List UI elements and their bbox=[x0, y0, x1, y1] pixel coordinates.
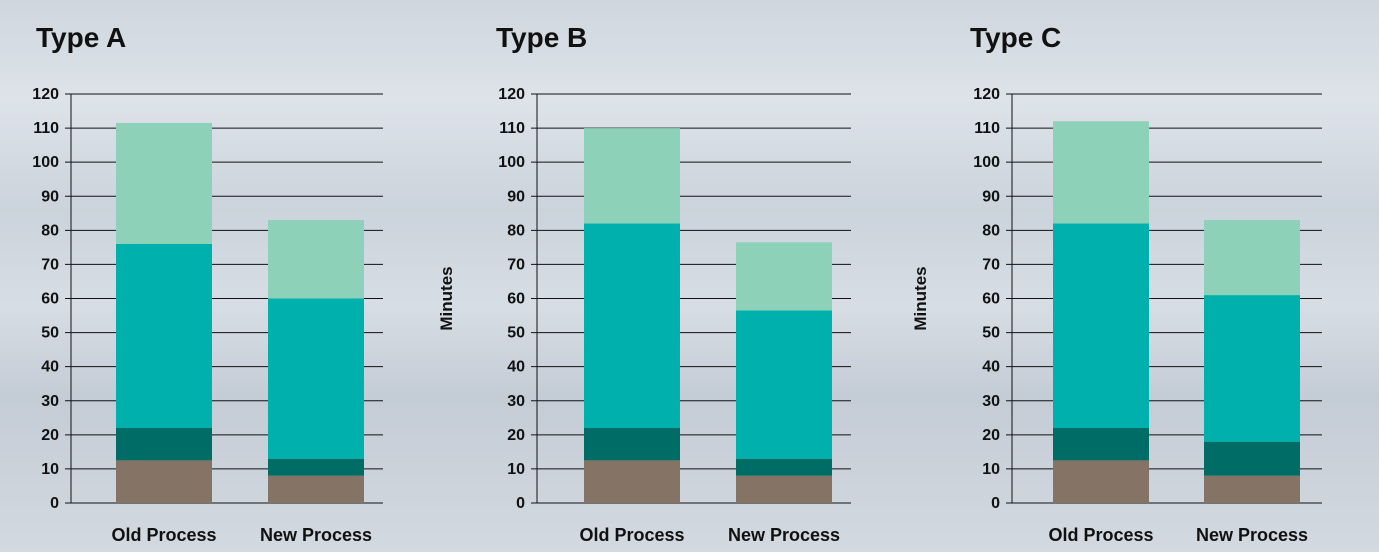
y-tick-label: 80 bbox=[982, 222, 1000, 239]
x-category-label: New Process bbox=[1196, 525, 1308, 545]
chart-type-b: 0 10 20 30 40 50 60 70 80 90 100 110 120 Old Process N… bbox=[437, 86, 851, 545]
y-tick-label: 100 bbox=[498, 154, 525, 171]
bar-segment bbox=[736, 310, 832, 459]
y-tick-label: 90 bbox=[41, 188, 59, 205]
y-tick-label: 30 bbox=[507, 393, 525, 410]
bar-segment bbox=[736, 242, 832, 311]
bar-segment bbox=[584, 223, 680, 429]
y-tick-label: 20 bbox=[41, 427, 59, 444]
y-tick-label: 110 bbox=[974, 120, 1000, 137]
y-tick-label: 10 bbox=[982, 461, 1000, 478]
x-category-label: Old Process bbox=[579, 525, 684, 545]
bar-segment bbox=[1053, 460, 1149, 503]
y-tick-label: 0 bbox=[50, 495, 59, 512]
chart-title: Type A bbox=[36, 22, 127, 53]
chart-title: Type B bbox=[496, 22, 588, 53]
y-tick-label: 40 bbox=[41, 359, 59, 376]
bar-segment bbox=[116, 460, 212, 503]
y-tick-label: 10 bbox=[41, 461, 59, 478]
bar-segment bbox=[1204, 295, 1300, 442]
y-tick-label: 120 bbox=[32, 86, 59, 103]
y-tick-label: 70 bbox=[982, 256, 1000, 273]
chart-panel-type-c: Type C 0 10 20 30 40 50 60 70 80 90 100 110 120 Old P… bbox=[911, 0, 1379, 552]
bar-segment bbox=[1053, 223, 1149, 429]
y-tick-label: 40 bbox=[982, 359, 1000, 376]
y-tick-label: 70 bbox=[41, 256, 59, 273]
y-tick-label: 50 bbox=[507, 325, 525, 342]
y-tick-label: 0 bbox=[991, 495, 1000, 512]
bar-segment bbox=[116, 122, 212, 244]
y-tick-label: 90 bbox=[982, 188, 1000, 205]
bar-segment bbox=[1053, 121, 1149, 224]
bar-segment bbox=[268, 475, 364, 503]
chart-type-c: 0 10 20 30 40 50 60 70 80 90 100 110 120 Old Process N… bbox=[911, 86, 1322, 545]
bar-segment bbox=[584, 428, 680, 461]
y-tick-label: 30 bbox=[982, 393, 1000, 410]
bar-segment bbox=[1053, 428, 1149, 461]
y-tick-label: 120 bbox=[498, 86, 525, 103]
chart-panel-type-b: Type B 0 10 20 30 40 50 60 70 80 90 100 110 120 Old P… bbox=[437, 0, 920, 552]
bar-segment bbox=[584, 460, 680, 503]
bar-segment bbox=[116, 243, 212, 429]
y-tick-label: 50 bbox=[41, 325, 59, 342]
bar-segment bbox=[268, 220, 364, 299]
y-tick-label: 20 bbox=[507, 427, 525, 444]
y-tick-label: 80 bbox=[41, 222, 59, 239]
y-axis-label: Minutes bbox=[437, 266, 456, 330]
bar-segment bbox=[268, 298, 364, 459]
x-category-label: Old Process bbox=[1048, 525, 1153, 545]
y-tick-label: 90 bbox=[507, 188, 525, 205]
y-tick-label: 60 bbox=[982, 291, 1000, 308]
y-tick-label: 100 bbox=[32, 154, 59, 171]
y-tick-label: 0 bbox=[516, 495, 525, 512]
y-tick-label: 60 bbox=[507, 291, 525, 308]
y-tick-label: 70 bbox=[507, 256, 525, 273]
bar-segment bbox=[1204, 441, 1300, 476]
x-category-label: New Process bbox=[260, 525, 372, 545]
y-tick-label: 60 bbox=[41, 291, 59, 308]
x-category-label: New Process bbox=[728, 525, 840, 545]
y-tick-label: 80 bbox=[507, 222, 525, 239]
y-axis-label: Minutes bbox=[911, 266, 930, 330]
y-tick-label: 100 bbox=[973, 154, 1000, 171]
chart-type-a: 0 10 20 30 40 50 60 70 80 90 100 110 120 Old Process N… bbox=[32, 86, 383, 545]
bar-segment bbox=[1204, 220, 1300, 296]
bar-segment bbox=[1204, 475, 1300, 503]
y-tick-label: 110 bbox=[33, 120, 59, 137]
chart-panel-type-a: Type A 0 10 20 30 40 50 60 70 80 90 100 110 120 Old P… bbox=[0, 0, 460, 552]
y-tick-label: 40 bbox=[507, 359, 525, 376]
y-tick-label: 10 bbox=[507, 461, 525, 478]
bar-segment bbox=[116, 428, 212, 461]
y-tick-label: 120 bbox=[973, 86, 1000, 103]
y-tick-label: 110 bbox=[499, 120, 525, 137]
bar-segment bbox=[736, 475, 832, 503]
y-tick-label: 50 bbox=[982, 325, 1000, 342]
x-category-label: Old Process bbox=[111, 525, 216, 545]
bar-segment bbox=[584, 128, 680, 224]
y-tick-label: 20 bbox=[982, 427, 1000, 444]
bar-segment bbox=[268, 458, 364, 476]
chart-title: Type C bbox=[970, 22, 1062, 53]
bar-segment bbox=[736, 458, 832, 476]
y-tick-label: 30 bbox=[41, 393, 59, 410]
